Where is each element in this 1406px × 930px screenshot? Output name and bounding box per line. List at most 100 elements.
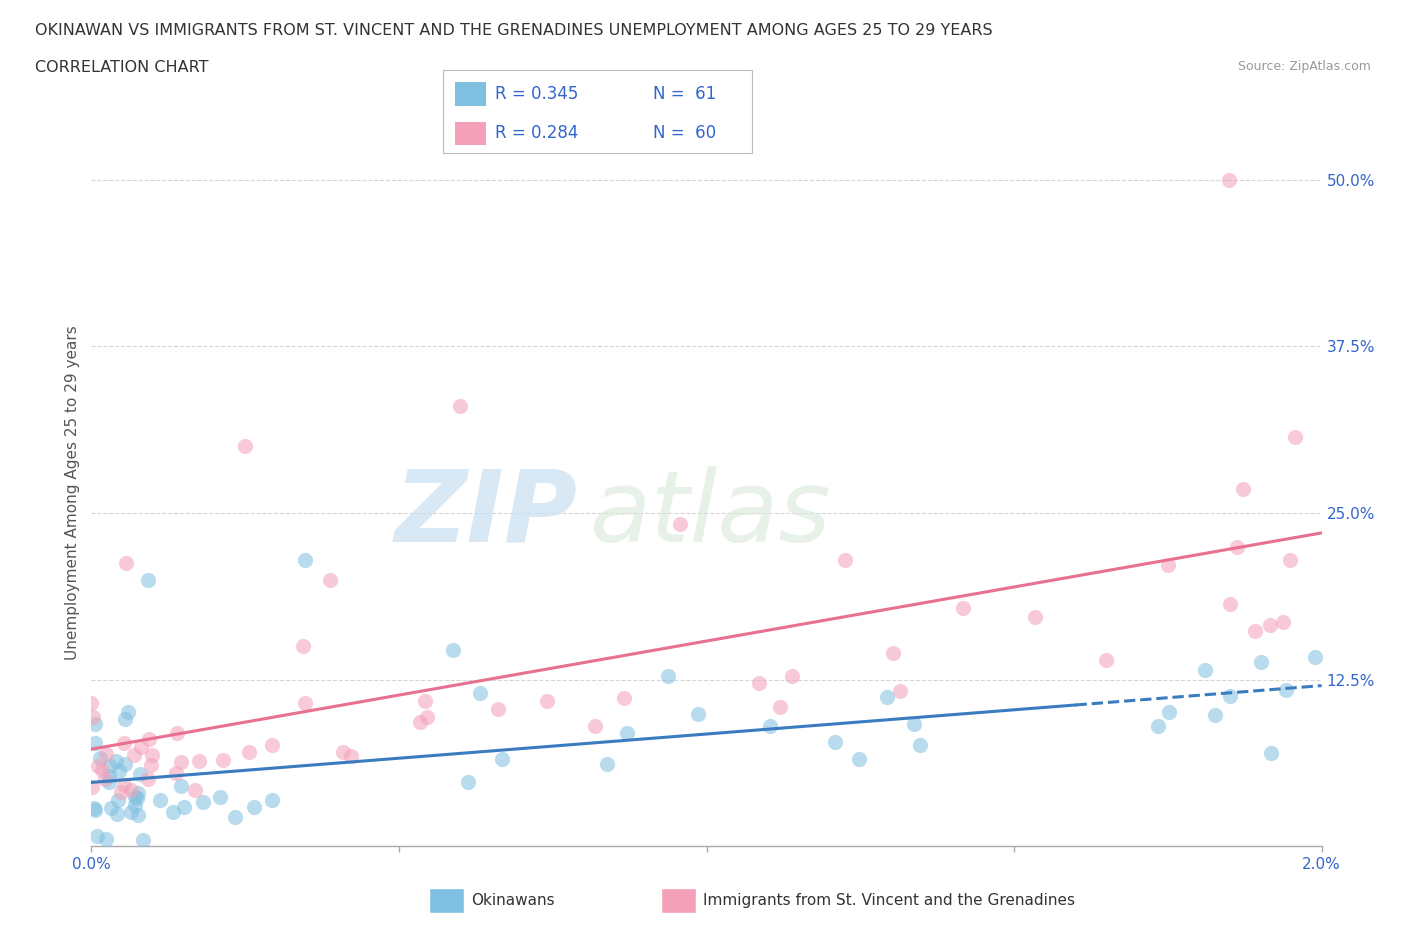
Point <box>1219 688 1241 703</box>
Point <box>114 711 136 726</box>
Point <box>759 718 782 733</box>
Point <box>1275 683 1298 698</box>
Text: atlas: atlas <box>589 466 831 563</box>
Point <box>80 779 103 794</box>
Point <box>129 740 152 755</box>
Point <box>848 751 870 766</box>
Point <box>184 783 207 798</box>
Point <box>84 803 107 817</box>
Point <box>1218 172 1240 187</box>
Text: ZIP: ZIP <box>394 466 578 563</box>
Point <box>127 808 149 823</box>
Point <box>1303 650 1326 665</box>
Point <box>595 756 617 771</box>
Point <box>173 800 195 815</box>
Point <box>224 809 246 824</box>
Point <box>120 804 142 819</box>
Point <box>127 791 149 806</box>
Point <box>834 552 856 567</box>
Text: CORRELATION CHART: CORRELATION CHART <box>35 60 208 75</box>
Point <box>132 832 155 847</box>
Point <box>1204 708 1226 723</box>
Point <box>124 790 146 804</box>
Point <box>100 801 122 816</box>
Bar <box>661 888 696 913</box>
Point <box>1095 652 1118 667</box>
Point <box>657 668 679 683</box>
Point <box>1226 539 1249 554</box>
Point <box>1024 609 1046 624</box>
Text: Okinawans: Okinawans <box>471 893 555 908</box>
Point <box>889 684 911 698</box>
Point <box>449 399 471 414</box>
Point <box>117 704 139 719</box>
Point <box>1279 552 1302 567</box>
Point <box>120 782 142 797</box>
Point <box>91 763 114 777</box>
Point <box>82 710 104 724</box>
Point <box>782 669 804 684</box>
Point <box>1250 655 1272 670</box>
Point <box>340 749 363 764</box>
Point <box>1284 430 1306 445</box>
Point <box>1194 662 1216 677</box>
Point <box>294 696 316 711</box>
Point <box>86 829 108 844</box>
Text: R = 0.345: R = 0.345 <box>495 85 579 103</box>
Point <box>585 719 607 734</box>
Point <box>318 573 340 588</box>
Point <box>876 689 898 704</box>
Point <box>212 752 235 767</box>
Point <box>89 751 111 765</box>
Point <box>332 745 354 760</box>
Point <box>148 792 170 807</box>
Point <box>122 748 145 763</box>
Point <box>409 715 432 730</box>
Y-axis label: Unemployment Among Ages 25 to 29 years: Unemployment Among Ages 25 to 29 years <box>65 326 80 660</box>
Point <box>96 831 118 846</box>
Point <box>138 732 160 747</box>
Point <box>824 735 846 750</box>
Point <box>98 769 121 784</box>
Point <box>187 753 209 768</box>
Point <box>84 736 107 751</box>
Point <box>1271 614 1294 629</box>
Point <box>748 675 770 690</box>
Text: Immigrants from St. Vincent and the Grenadines: Immigrants from St. Vincent and the Gren… <box>703 893 1076 908</box>
Point <box>536 694 558 709</box>
Point <box>94 746 117 761</box>
Point <box>260 793 283 808</box>
Point <box>903 717 925 732</box>
Point <box>84 717 107 732</box>
Point <box>243 800 266 815</box>
Point <box>114 757 136 772</box>
Point <box>114 555 136 570</box>
Point <box>686 707 709 722</box>
Bar <box>456 122 486 145</box>
Point <box>112 777 135 792</box>
Point <box>669 517 692 532</box>
Point <box>613 690 636 705</box>
Point <box>769 699 792 714</box>
Point <box>162 804 184 819</box>
Point <box>910 737 932 752</box>
Point <box>413 693 436 708</box>
Point <box>165 765 187 780</box>
Point <box>294 552 316 567</box>
Text: R = 0.284: R = 0.284 <box>495 125 579 142</box>
Point <box>1232 481 1254 496</box>
Point <box>87 759 110 774</box>
Point <box>468 685 491 700</box>
Point <box>91 852 114 867</box>
Point <box>616 725 638 740</box>
Point <box>291 638 314 653</box>
Point <box>1260 746 1282 761</box>
Point <box>83 800 105 815</box>
Bar <box>456 83 486 106</box>
Point <box>1157 705 1180 720</box>
Text: OKINAWAN VS IMMIGRANTS FROM ST. VINCENT AND THE GRENADINES UNEMPLOYMENT AMONG AG: OKINAWAN VS IMMIGRANTS FROM ST. VINCENT … <box>35 23 993 38</box>
Point <box>139 757 162 772</box>
Point <box>105 806 128 821</box>
Point <box>457 775 479 790</box>
Point <box>260 737 283 752</box>
